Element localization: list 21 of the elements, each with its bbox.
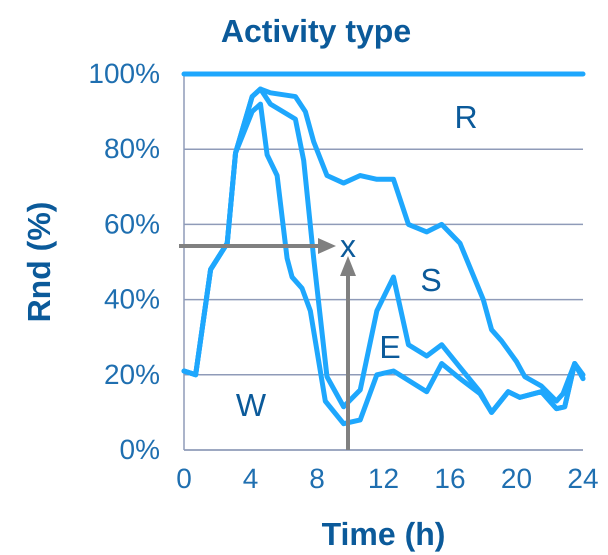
y-tick-label: 60% (104, 208, 160, 240)
chart-title: Activity type (220, 13, 412, 49)
y-tick-label: 0% (120, 434, 160, 465)
y-axis-title: Rnd (%) (21, 202, 57, 322)
x-tick-label: 12 (368, 462, 400, 494)
annotation: W (236, 387, 267, 424)
x-tick-label: 4 (242, 462, 258, 494)
y-tick-label: 40% (104, 284, 160, 315)
y-tick-label: 20% (104, 358, 160, 390)
y-tick-label: 80% (104, 133, 160, 164)
x-tick-label: 8 (309, 462, 325, 494)
x-axis-title: Time (h) (322, 516, 446, 552)
annotation: x (340, 228, 356, 264)
annotation: R (454, 99, 478, 136)
x-tick-label: 0 (176, 462, 192, 494)
annotation: E (379, 329, 401, 366)
x-tick-label: 24 (567, 462, 599, 494)
annotation: S (420, 262, 442, 298)
x-tick-label: 16 (434, 462, 466, 494)
x-tick-label: 20 (500, 462, 532, 494)
y-tick-label: 100% (88, 58, 160, 89)
